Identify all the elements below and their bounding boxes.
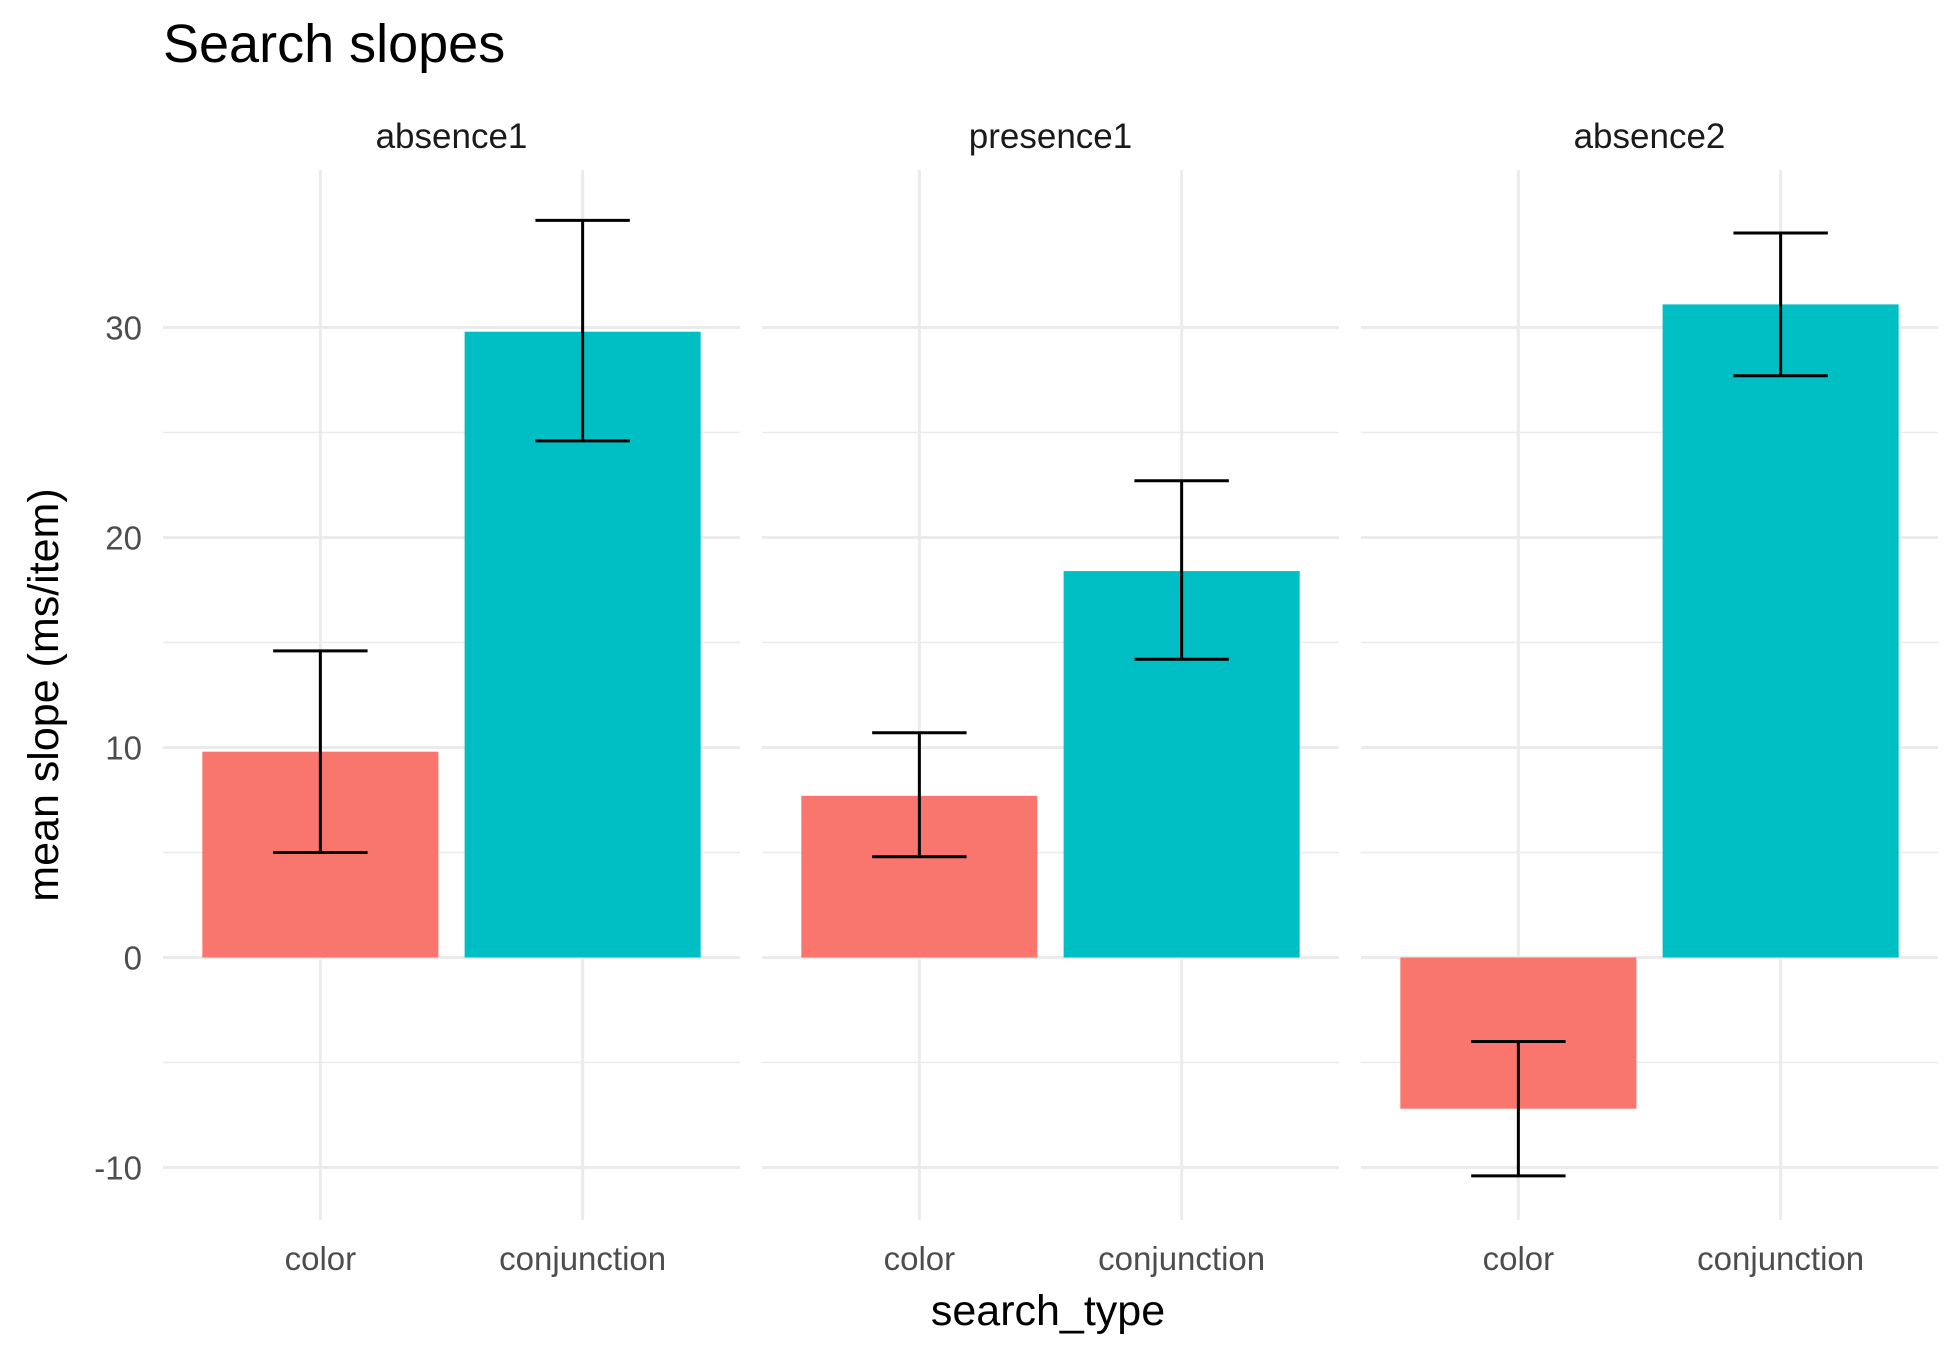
y-tick-label: -10	[94, 1150, 142, 1187]
x-tick-label: conjunction	[1098, 1240, 1265, 1277]
error-bar-presence1-color	[872, 731, 967, 859]
x-tick-label: color	[285, 1240, 357, 1277]
bar-absence2-conjunction	[1662, 304, 1899, 958]
facet-panel-presence1: presence1 color conjunction	[762, 117, 1339, 1277]
error-bar-absence2-color	[1471, 1040, 1566, 1178]
y-tick-label: 30	[105, 310, 142, 347]
error-bar-absence1-color	[273, 649, 368, 854]
error-bar-absence1-conjunction	[535, 218, 630, 443]
facet-label-absence2: absence2	[1574, 117, 1726, 156]
facet-label-presence1: presence1	[969, 117, 1132, 156]
y-axis-label: mean slope (ms/item)	[20, 488, 68, 901]
error-bar-absence2-conjunction	[1733, 231, 1828, 378]
error-bar-presence1-conjunction	[1134, 479, 1229, 661]
y-tick-label: 20	[105, 520, 142, 557]
x-tick-label: color	[1483, 1240, 1555, 1277]
plot-area: absence1 color conjunction presence1 color co…	[94, 117, 1938, 1277]
y-tick-label: 0	[124, 940, 142, 977]
facet-label-absence1: absence1	[376, 117, 528, 156]
x-axis-label: search_type	[931, 1287, 1165, 1335]
x-tick-label: conjunction	[499, 1240, 666, 1277]
y-tick-label: 10	[105, 730, 142, 767]
facet-panel-absence2: absence2 color conjunction	[1361, 117, 1938, 1277]
x-tick-label: color	[884, 1240, 956, 1277]
chart-title: Search slopes	[163, 14, 505, 74]
x-tick-label: conjunction	[1697, 1240, 1864, 1277]
facet-panel-absence1: absence1 color conjunction	[163, 117, 740, 1277]
